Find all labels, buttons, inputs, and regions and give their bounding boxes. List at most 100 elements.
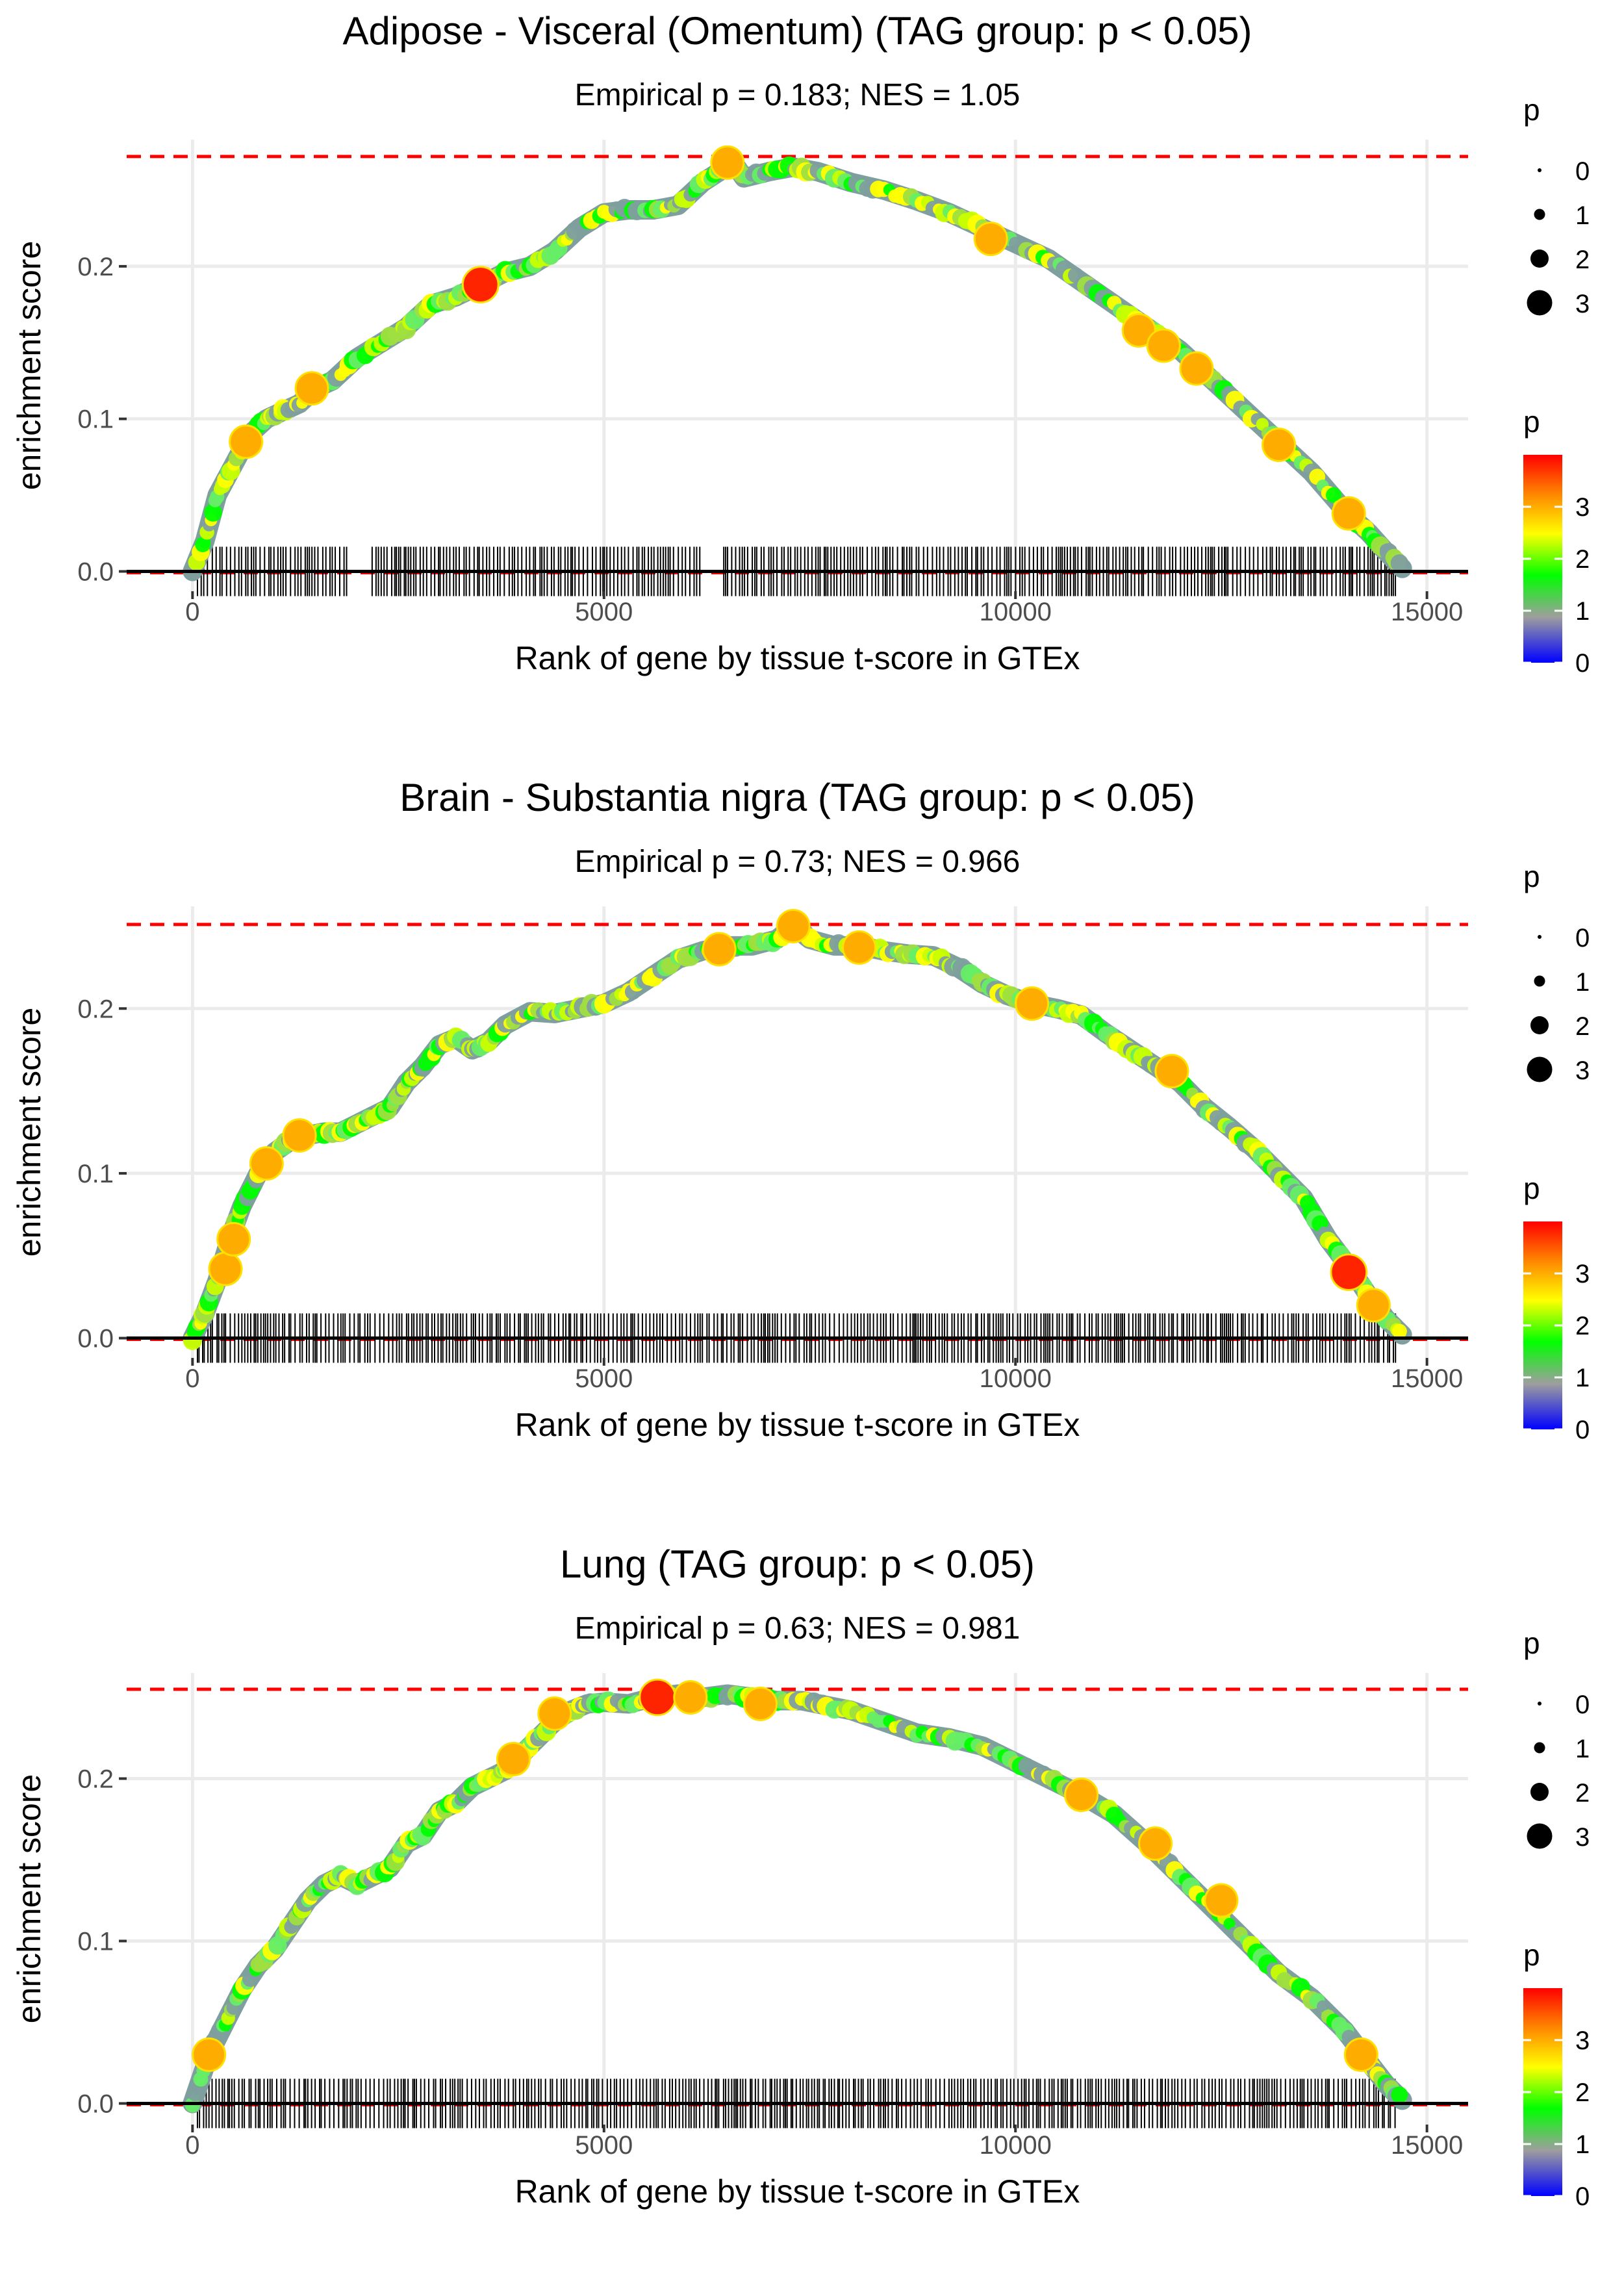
- significant-gene-point: [282, 1118, 317, 1153]
- color-legend-title: p: [1523, 1171, 1540, 1205]
- significant-gene-point: [1154, 1054, 1189, 1089]
- x-tick-label: 0: [185, 2131, 199, 2160]
- es-curve-halo: [183, 149, 1412, 581]
- significant-gene-point: [1015, 986, 1050, 1021]
- y-tick-label: 0.0: [77, 1325, 114, 1353]
- significant-gene-point: [1146, 328, 1181, 363]
- significant-gene-point: [1064, 1778, 1099, 1812]
- size-legend-label: 2: [1575, 246, 1590, 274]
- size-legend-label: 1: [1575, 1735, 1590, 1763]
- chart-subtitle: Empirical p = 0.183; NES = 1.05: [575, 78, 1021, 112]
- color-legend-label: 0: [1575, 1416, 1590, 1444]
- chart-title: Adipose - Visceral (Omentum) (TAG group:…: [342, 9, 1252, 53]
- x-tick-label: 15000: [1391, 598, 1463, 626]
- chart-title: Brain - Substantia nigra (TAG group: p <…: [400, 776, 1195, 819]
- size-legend-swatch: [1530, 1783, 1549, 1801]
- x-axis-label: Rank of gene by tissue t-score in GTEx: [515, 1407, 1080, 1443]
- es-point: [1390, 554, 1409, 572]
- significant-gene-point: [294, 371, 329, 406]
- size-legend-label: 0: [1575, 157, 1590, 186]
- es-point-cloud: [183, 149, 1409, 580]
- y-axis-label: enrichment score: [11, 1008, 47, 1257]
- size-legend-swatch: [1527, 290, 1553, 316]
- es-point: [1223, 1917, 1236, 1930]
- chart-subtitle: Empirical p = 0.73; NES = 0.966: [575, 845, 1021, 879]
- significant-gene-point: [973, 222, 1008, 257]
- es-curve-halo: [183, 916, 1412, 1348]
- size-legend-label: 3: [1575, 290, 1590, 318]
- es-point: [1317, 2000, 1329, 2013]
- chart-title: Lung (TAG group: p < 0.05): [560, 1542, 1035, 1586]
- y-tick-label: 0.1: [77, 405, 114, 434]
- es-point: [1392, 1323, 1407, 1339]
- significant-gene-point: [842, 930, 877, 965]
- significant-gene-point: [1204, 1883, 1239, 1918]
- chart-panel-2: Brain - Substantia nigra (TAG group: p <…: [11, 776, 1590, 1444]
- significant-gene-point: [1343, 2038, 1378, 2072]
- x-tick-label: 0: [185, 1364, 199, 1393]
- significant-gene-point: [776, 908, 811, 943]
- size-legend-label: 0: [1575, 924, 1590, 952]
- size-legend-swatch: [1538, 168, 1542, 172]
- y-tick-label: 0.1: [77, 1160, 114, 1188]
- size-legend-title: p: [1523, 1626, 1540, 1660]
- size-legend-label: 1: [1575, 201, 1590, 230]
- size-legend-swatch: [1530, 1016, 1549, 1034]
- color-legend-label: 0: [1575, 649, 1590, 678]
- size-legend-label: 2: [1575, 1779, 1590, 1808]
- chart-panel-3: Lung (TAG group: p < 0.05) Empirical p = …: [11, 1542, 1590, 2211]
- significant-gene-point: [208, 1251, 243, 1286]
- y-tick-label: 0.0: [77, 2090, 114, 2119]
- significant-gene-point: [710, 145, 745, 180]
- significant-gene-point: [742, 1687, 778, 1721]
- size-legend-label: 3: [1575, 1056, 1590, 1085]
- x-tick-label: 10000: [980, 598, 1052, 626]
- size-legend-label: 2: [1575, 1012, 1590, 1041]
- significant-gene-point: [1262, 428, 1297, 463]
- x-tick-label: 10000: [980, 2131, 1052, 2160]
- significant-gene-point: [229, 424, 264, 459]
- significant-gene-point: [537, 1696, 572, 1731]
- es-curve: [188, 155, 1406, 576]
- color-legend-label: 1: [1575, 2130, 1590, 2159]
- significant-gene-point: [1121, 313, 1156, 348]
- significant-gene-point: [216, 1221, 251, 1257]
- significant-gene-point: [461, 266, 500, 303]
- significant-gene-point: [1331, 496, 1366, 531]
- color-legend-label: 1: [1575, 1364, 1590, 1392]
- significant-gene-point: [639, 1678, 677, 1717]
- size-legend-swatch: [1538, 935, 1542, 939]
- significant-gene-point: [1356, 1288, 1391, 1323]
- significant-gene-point: [192, 2038, 227, 2072]
- x-tick-label: 5000: [575, 1364, 633, 1393]
- chart-subtitle: Empirical p = 0.63; NES = 0.981: [575, 1611, 1021, 1646]
- size-legend-label: 0: [1575, 1691, 1590, 1719]
- color-legend-label: 2: [1575, 2078, 1590, 2107]
- size-legend-swatch: [1534, 975, 1545, 987]
- size-legend-swatch: [1534, 209, 1545, 220]
- size-legend-label: 1: [1575, 968, 1590, 997]
- y-tick-label: 0.0: [77, 557, 114, 586]
- y-tick-label: 0.2: [77, 253, 114, 281]
- significant-gene-point: [702, 932, 737, 967]
- x-axis-label: Rank of gene by tissue t-score in GTEx: [515, 2173, 1080, 2210]
- x-tick-label: 15000: [1391, 1364, 1463, 1393]
- size-legend-swatch: [1530, 249, 1549, 268]
- x-tick-label: 10000: [980, 1364, 1052, 1393]
- y-tick-label: 0.2: [77, 995, 114, 1023]
- x-axis-label: Rank of gene by tissue t-score in GTEx: [515, 640, 1080, 676]
- color-legend-label: 3: [1575, 1260, 1590, 1288]
- significant-gene-point: [1179, 351, 1214, 386]
- y-tick-label: 0.1: [77, 1928, 114, 1956]
- color-legend-label: 3: [1575, 493, 1590, 522]
- es-point: [1391, 2086, 1408, 2104]
- significant-gene-point: [249, 1146, 284, 1181]
- size-legend-swatch: [1534, 1742, 1545, 1754]
- y-tick-label: 0.2: [77, 1765, 114, 1794]
- y-axis-label: enrichment score: [11, 1774, 47, 2024]
- x-tick-label: 5000: [575, 2131, 633, 2160]
- x-tick-label: 0: [185, 598, 199, 626]
- chart-panel-1: Adipose - Visceral (Omentum) (TAG group:…: [11, 9, 1590, 678]
- size-legend-swatch: [1527, 1056, 1553, 1082]
